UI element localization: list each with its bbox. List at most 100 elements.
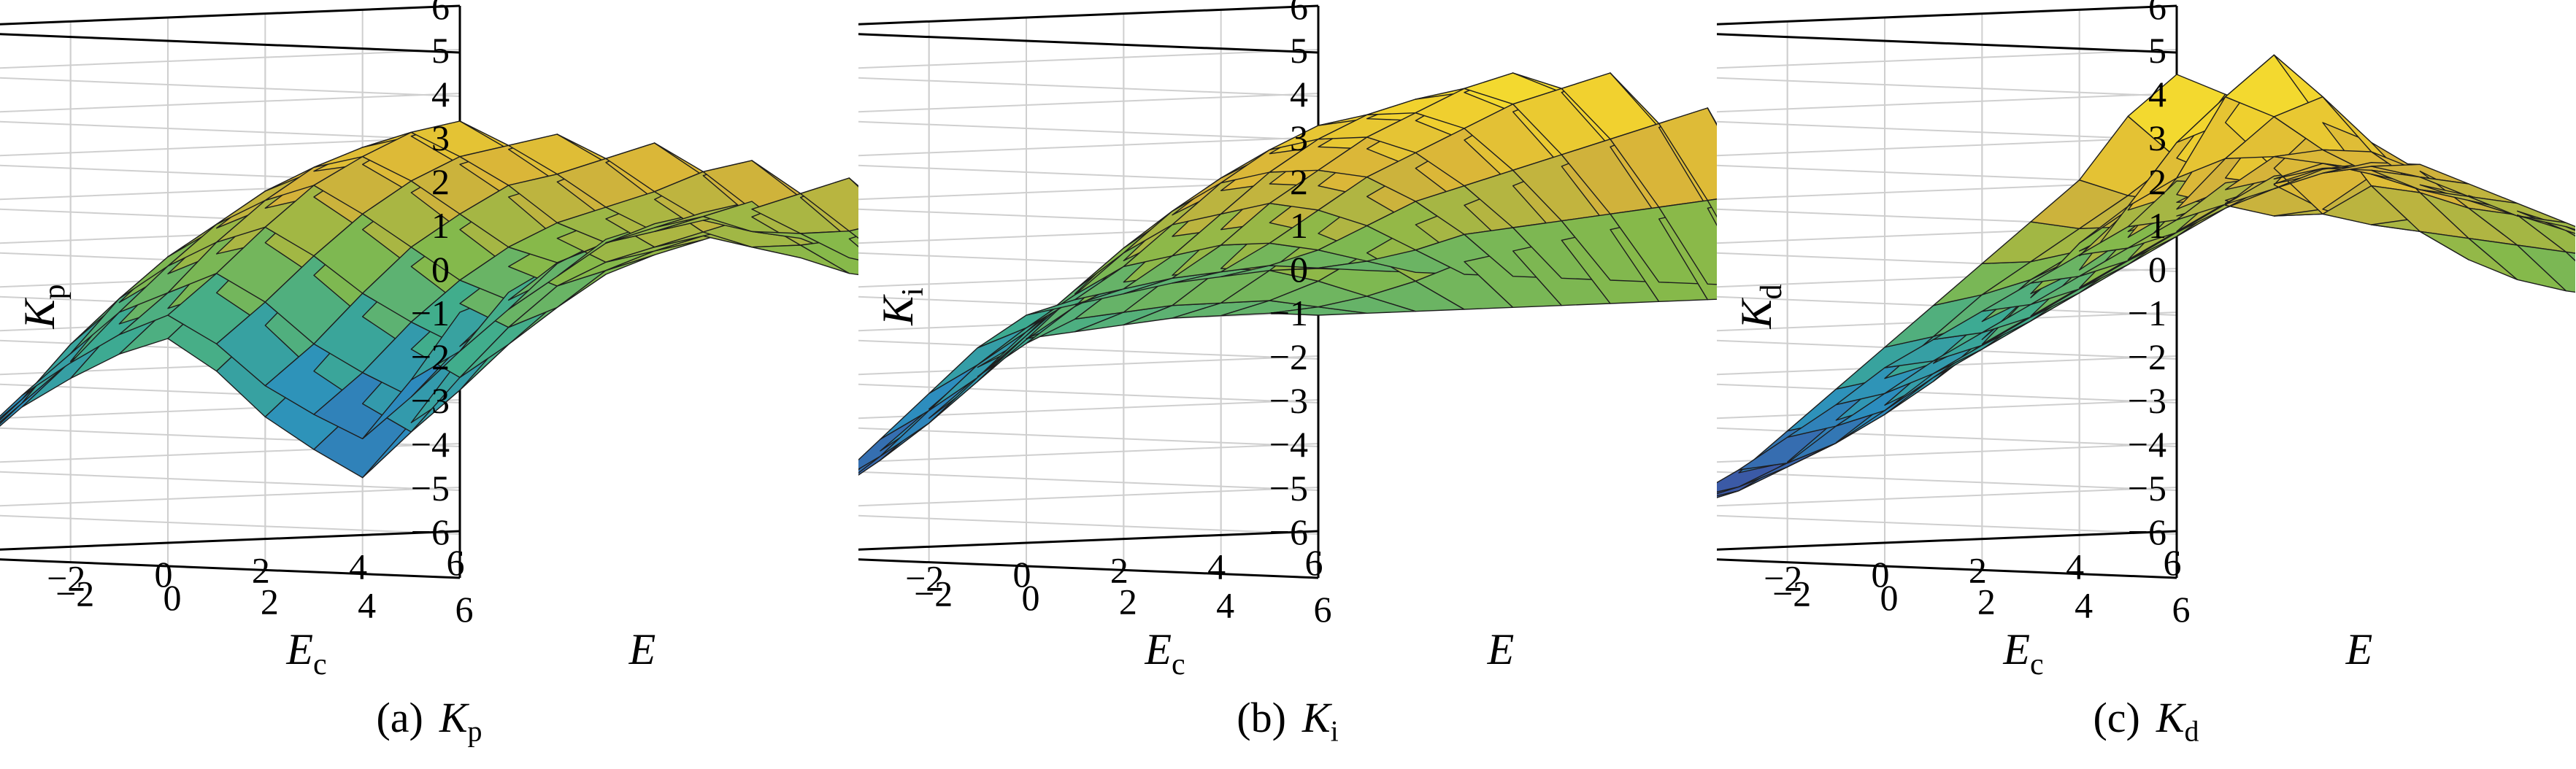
grid-line-z [1717,93,2177,141]
surface-patch [799,177,858,232]
x-tick-label: 4 [1216,585,1234,626]
z-tick-label: −1 [2128,293,2166,333]
z-tick-label: −6 [2128,511,2166,552]
z-tick-label: 5 [1290,30,1308,71]
x-tick-label: 4 [358,585,376,626]
grid-line-z [858,93,1319,141]
axis-edge [858,530,1319,551]
z-tick-label: 2 [2148,161,2166,202]
y-tick-label: 6 [1305,542,1323,583]
axis-edge [858,4,1319,26]
caption-tag: (c) [2093,694,2140,741]
surface-patch [2516,215,2575,231]
surface-plot-kd: −6−5−4−3−2−101234566420−2−4−6−6−4−20246K… [1717,0,2575,681]
surface-patch [2516,214,2575,254]
x-tick-label: 6 [2172,589,2191,630]
grid-line-z [1717,487,2177,535]
x-tick-label: 2 [1119,581,1137,622]
grid-line-z [0,487,461,535]
z-tick-label: 6 [2148,0,2166,27]
z-tick-label: 0 [431,249,450,290]
z-tick-label: −6 [411,511,450,552]
caption-tag: (b) [1237,694,1286,741]
axis-edge [1717,33,2177,54]
x-axis-label: E [1487,625,1515,673]
z-tick-label: 5 [2148,30,2166,71]
z-tick-label: 4 [2148,74,2166,115]
y-tick-label: 2 [252,550,270,591]
axis-edge [1717,4,2177,26]
z-tick-label: 3 [1290,117,1308,158]
panel-c: −6−5−4−3−2−101234566420−2−4−6−6−4−20246K… [1717,0,2575,769]
caption-subscript: p [467,714,482,748]
z-tick-label: 0 [1290,249,1308,290]
caption-symbol: K [2156,694,2185,741]
z-tick-label: 4 [431,74,450,115]
surface-patch [848,235,858,248]
y-tick-label: 4 [349,546,367,587]
x-tick-label: 0 [1022,577,1040,618]
z-tick-label: 2 [431,161,450,202]
surface-patch [1707,107,1717,126]
x-tick-label: 0 [164,577,182,618]
surface-patch [928,327,1027,395]
z-tick-label: 1 [1290,205,1308,246]
y-axis-label-subscript: c [1172,648,1185,681]
y-tick-label: 0 [1013,554,1031,595]
caption-b: (b) Ki [858,693,1717,749]
z-tick-label: −5 [411,468,450,509]
z-tick-label: −6 [1269,511,1308,552]
x-tick-label: 2 [261,581,279,622]
y-tick-label: 6 [447,542,465,583]
axis-edge [0,33,461,54]
surface-patch [1658,107,1717,201]
x-tick-label: −2 [914,573,953,614]
z-axis-label: Kd [1732,284,1788,329]
y-tick-label: 6 [2164,542,2182,583]
caption-subscript: d [2184,714,2199,748]
caption-tag: (a) [376,694,423,741]
z-axis-label-subscript: p [38,284,72,299]
x-axis-label: E [2345,625,2373,673]
axis-edge [0,558,461,579]
y-axis-label: Ec [1144,625,1185,681]
z-tick-label: −2 [411,336,450,377]
z-tick-label: 3 [431,117,450,158]
z-tick-label: 1 [431,205,450,246]
tick-labels: −6−5−4−3−2−101234566420−2−4−6−6−4−20246K… [874,0,1515,681]
y-tick-label: 2 [1110,550,1129,591]
z-tick-label: 4 [1290,74,1308,115]
y-axis-label: Ec [285,625,326,681]
panel-a: −6−5−4−3−2−101234566420−2−4−6−6−4−20246K… [0,0,858,769]
z-tick-label: −4 [411,424,450,465]
surface-patch [799,230,858,260]
x-tick-label: 2 [1977,581,1996,622]
axis-edge [1717,530,2177,551]
z-tick-label: −2 [2128,336,2166,377]
caption-subscript: i [1330,714,1339,748]
axis-edge [0,530,461,551]
caption-a: (a) Kp [0,693,858,749]
y-tick-label: −2 [1764,557,1802,598]
surface [858,72,1717,476]
surface-plot-ki: −6−5−4−3−2−101234566420−2−4−6−6−4−20246K… [858,0,1717,681]
surface-patch [2565,225,2575,231]
x-tick-label: 6 [455,589,474,630]
x-tick-label: −2 [1772,573,1811,614]
grid-line-z [1717,5,2177,53]
surface-patch [1707,198,1717,218]
x-tick-label: −2 [55,573,94,614]
grid-line-z [858,443,1319,491]
z-tick-label: 3 [2148,117,2166,158]
z-tick-label: 5 [431,30,450,71]
grid-line-z [0,49,461,97]
caption-symbol: K [439,694,468,741]
y-tick-label: −2 [47,557,85,598]
surface [1717,54,2575,498]
axis-edge [1717,558,2177,579]
z-tick-label: −2 [1269,336,1308,377]
z-axis-label-subscript: d [1755,284,1788,299]
grid-line-z [1717,49,2177,97]
grid-line-z [858,5,1319,53]
y-axis-label-subscript: c [313,648,327,681]
